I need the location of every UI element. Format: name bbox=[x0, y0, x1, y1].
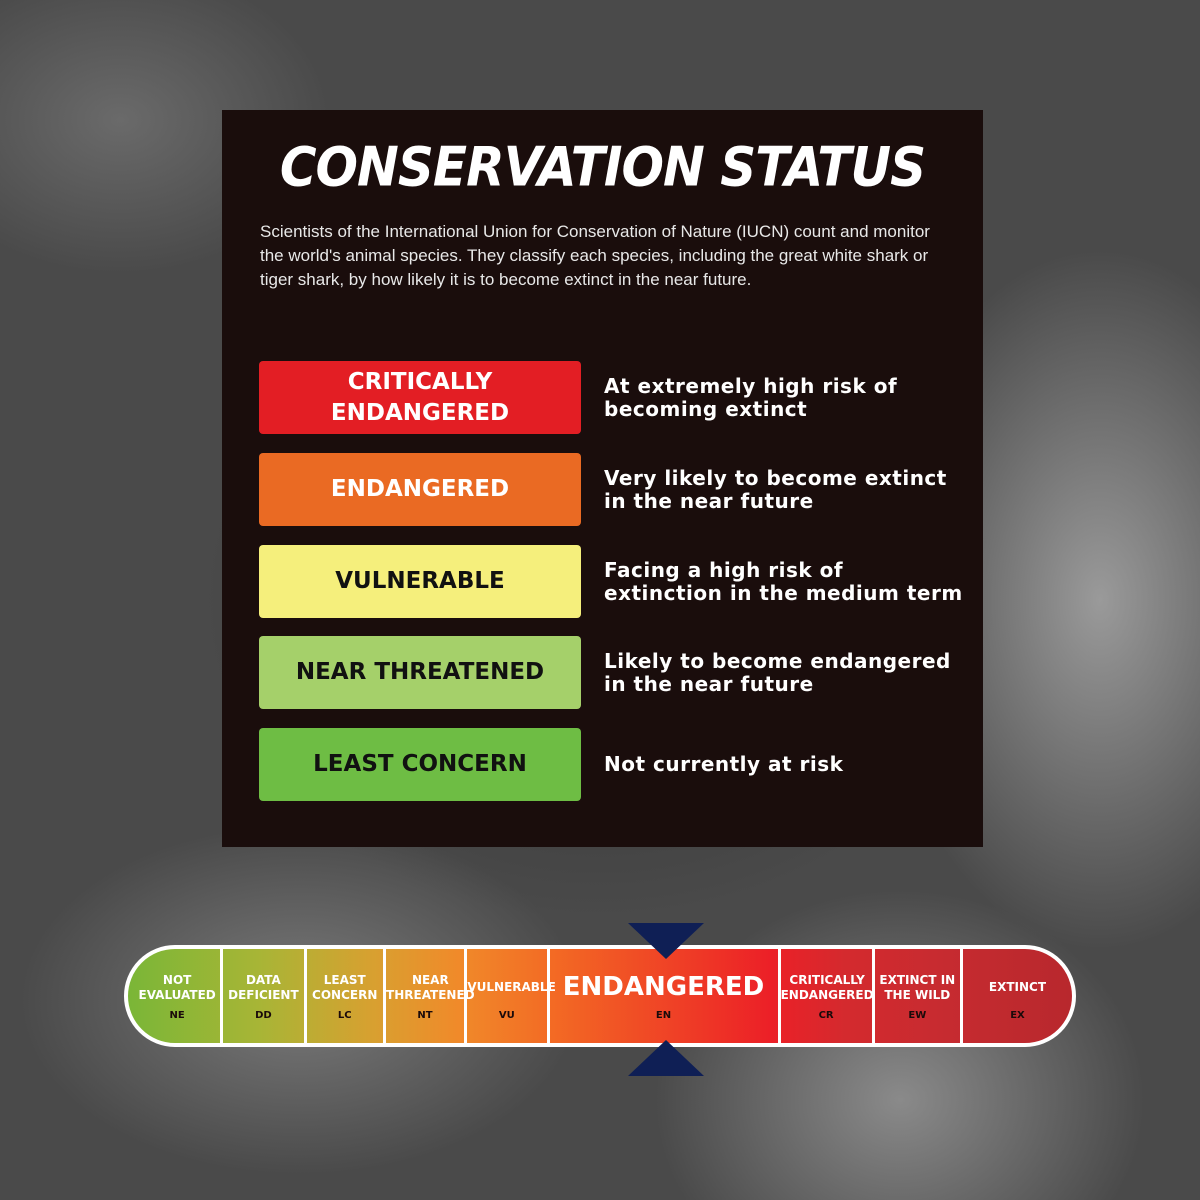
segment-name: VULNERABLE bbox=[467, 980, 556, 994]
status-row: ENDANGERED Very likely to become extinct… bbox=[259, 453, 959, 526]
segment-name: EXTINCT IN THE WILD bbox=[879, 972, 956, 1002]
status-description: Not currently at risk bbox=[604, 752, 844, 776]
segment-name: LEAST CONCERN bbox=[312, 972, 378, 1002]
segment-name: NEAR THREATENED bbox=[386, 972, 475, 1002]
segment-name: ENDANGERED bbox=[562, 972, 765, 1002]
status-label-box: ENDANGERED bbox=[259, 453, 581, 526]
scale-segment-lc: LEAST CONCERN LC bbox=[307, 949, 386, 1043]
page-title: CONSERVATION STATUS bbox=[279, 135, 926, 199]
status-label-box: VULNERABLE bbox=[259, 545, 581, 618]
status-description: Facing a high risk of extinction in the … bbox=[604, 557, 963, 605]
segment-code: EN bbox=[655, 1009, 672, 1021]
scale-segment-ex: EXTINCT EX bbox=[963, 949, 1072, 1043]
status-label-box: NEAR THREATENED bbox=[259, 636, 581, 709]
scale-segment-nt: NEAR THREATENED NT bbox=[386, 949, 475, 1043]
status-label: ENDANGERED bbox=[330, 476, 510, 502]
status-row: VULNERABLE Facing a high risk of extinct… bbox=[259, 545, 962, 618]
status-label-box: LEAST CONCERN bbox=[259, 728, 581, 801]
segment-name: EXTINCT bbox=[988, 980, 1047, 994]
scale-segment-vu: VULNERABLE VU bbox=[467, 949, 556, 1043]
pointer-up-icon bbox=[628, 1040, 704, 1076]
scale-segment-cr: CRITICALLY ENDANGERED CR bbox=[781, 949, 875, 1043]
segment-code: VU bbox=[498, 1009, 515, 1021]
segment-code: NT bbox=[417, 1009, 433, 1021]
segment-code: LC bbox=[337, 1009, 352, 1021]
scale-segment-dd: DATA DEFICIENT DD bbox=[223, 949, 307, 1043]
status-label: CRITICALLY ENDANGERED bbox=[330, 368, 510, 426]
status-description: Likely to become endangered in the near … bbox=[604, 648, 951, 696]
segment-code: CR bbox=[818, 1009, 834, 1021]
status-label: VULNERABLE bbox=[335, 568, 505, 594]
segment-name: CRITICALLY ENDANGERED bbox=[780, 972, 874, 1002]
status-label: NEAR THREATENED bbox=[295, 659, 545, 685]
status-description: Very likely to become extinct in the nea… bbox=[604, 465, 947, 513]
segment-name: DATA DEFICIENT bbox=[228, 972, 299, 1002]
scale-segment-ew: EXTINCT IN THE WILD EW bbox=[875, 949, 963, 1043]
status-description: At extremely high risk of becoming extin… bbox=[604, 373, 898, 421]
status-label: LEAST CONCERN bbox=[313, 751, 527, 777]
scale-segment-ne: NOT EVALUATED NE bbox=[128, 949, 224, 1043]
scale-segment-en: ENDANGERED EN bbox=[550, 949, 781, 1043]
segment-code: DD bbox=[255, 1009, 272, 1021]
status-label-box: CRITICALLY ENDANGERED bbox=[259, 361, 581, 434]
status-scale: NOT EVALUATED NE DATA DEFICIENT DD LEAST CON… bbox=[124, 945, 1076, 1047]
intro-text: Scientists of the International Union fo… bbox=[260, 222, 930, 289]
status-row: LEAST CONCERN Not currently at risk bbox=[259, 728, 959, 801]
status-row: CRITICALLY ENDANGERED At extremely high … bbox=[259, 361, 959, 434]
segment-name: NOT EVALUATED bbox=[138, 972, 216, 1002]
status-row: NEAR THREATENED Likely to become endange… bbox=[259, 636, 959, 709]
segment-code: NE bbox=[169, 1009, 185, 1021]
pointer-down-icon bbox=[628, 923, 704, 959]
segment-code: EX bbox=[1010, 1009, 1025, 1021]
segment-code: EW bbox=[908, 1009, 927, 1021]
info-panel: CONSERVATION STATUS Scientists of the In… bbox=[222, 110, 983, 847]
